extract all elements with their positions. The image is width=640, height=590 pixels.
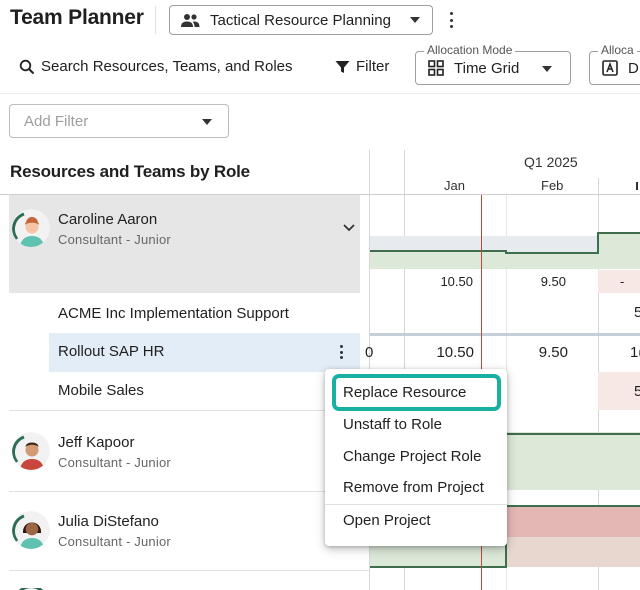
more-vert-icon[interactable] xyxy=(448,12,454,28)
allocation-unit-select[interactable]: Alloca D xyxy=(589,43,640,85)
allocation-mode-select[interactable]: Allocation Mode Time Grid xyxy=(415,43,571,85)
menu-highlight-outline xyxy=(332,374,501,411)
add-filter-select[interactable]: Add Filter xyxy=(9,104,229,138)
project-group-divider xyxy=(370,333,640,336)
resource-role: Consultant - Junior xyxy=(58,455,171,470)
capacity-band xyxy=(370,252,640,269)
resources-panel-title: Resources and Teams by Role xyxy=(10,162,250,181)
filter-button[interactable]: Filter xyxy=(335,58,389,75)
quarter-label: Q1 2025 xyxy=(524,154,578,170)
month-label-jan: Jan xyxy=(444,178,465,193)
menu-item-unstaff-to-role[interactable]: Unstaff to Role xyxy=(343,416,442,433)
search-button[interactable]: Search Resources, Teams, and Roles xyxy=(19,58,293,75)
over-allocation-cell xyxy=(598,270,640,293)
menu-divider xyxy=(325,504,507,505)
row-divider xyxy=(9,410,370,411)
acme-value-mar: 5 xyxy=(634,304,640,321)
grid-header-divider xyxy=(0,194,640,195)
rollout-value-jan: 10.50 xyxy=(436,344,474,361)
more-vert-icon[interactable] xyxy=(338,345,344,359)
project-rollout-sap-hr[interactable]: Rollout SAP HR xyxy=(58,343,165,360)
search-label: Search Resources, Teams, and Roles xyxy=(41,58,293,75)
month-label-feb: Feb xyxy=(541,178,564,193)
over-allocation-band xyxy=(506,506,640,538)
menu-item-remove-from-project[interactable]: Remove from Project xyxy=(343,479,484,496)
filter-label: Filter xyxy=(356,58,390,75)
capacity-line xyxy=(500,433,640,436)
grid-view-icon xyxy=(428,60,444,76)
rollout-value-prev: 0 xyxy=(365,344,374,361)
availability-band xyxy=(370,236,598,252)
avatar xyxy=(12,432,50,470)
project-acme[interactable]: ACME Inc Implementation Support xyxy=(58,305,289,322)
view-select-label: Tactical Resource Planning xyxy=(210,11,391,29)
people-icon xyxy=(181,14,200,27)
resource-name: Caroline Aaron xyxy=(58,211,158,228)
allocation-unit-label: Alloca xyxy=(598,43,637,57)
menu-item-replace-resource[interactable]: Replace Resource xyxy=(343,384,467,401)
chevron-down-icon[interactable] xyxy=(343,224,355,232)
chevron-down-icon xyxy=(542,66,552,72)
filter-icon xyxy=(335,60,350,73)
allocation-mode-value: Time Grid xyxy=(454,59,520,77)
capacity-band xyxy=(506,432,640,490)
title-divider xyxy=(155,6,156,34)
menu-item-open-project[interactable]: Open Project xyxy=(343,512,431,529)
resource-name: Jeff Kapoor xyxy=(58,434,135,451)
rollout-value-feb: 9.50 xyxy=(538,344,568,361)
allocation-total-mar: - xyxy=(620,274,625,289)
avatar xyxy=(12,511,50,549)
project-row-rollout-selected[interactable] xyxy=(49,333,360,372)
mobile-value-mar: 5 xyxy=(634,383,640,400)
view-select[interactable]: Tactical Resource Planning xyxy=(169,5,433,35)
chevron-down-icon xyxy=(410,17,420,23)
resource-name: Julia DiStefano xyxy=(58,513,159,530)
app-title: Team Planner xyxy=(10,6,144,29)
allocation-total-jan: 10.50 xyxy=(440,274,473,289)
add-filter-placeholder: Add Filter xyxy=(24,112,89,130)
rollout-value-mar: 1( xyxy=(630,344,640,361)
letter-a-box-icon xyxy=(602,60,618,76)
row-divider xyxy=(9,491,370,492)
resource-role: Consultant - Junior xyxy=(58,232,171,247)
resource-role: Consultant - Junior xyxy=(58,534,171,549)
chevron-down-icon xyxy=(202,119,212,125)
avatar xyxy=(12,209,50,247)
project-mobile-sales[interactable]: Mobile Sales xyxy=(58,382,144,399)
over-allocation-cell xyxy=(598,372,640,410)
capacity-line xyxy=(370,232,640,254)
over-allocation-band xyxy=(506,537,640,567)
avatar xyxy=(14,585,48,590)
project-context-menu: Replace Resource Unstaff to Role Change … xyxy=(325,369,507,546)
resource-row-caroline-aaron[interactable] xyxy=(9,195,360,293)
allocation-total-feb: 9.50 xyxy=(540,274,566,289)
capacity-band xyxy=(598,233,640,252)
search-icon xyxy=(19,59,35,74)
row-divider xyxy=(9,570,370,571)
allocation-unit-value: D xyxy=(628,59,639,77)
menu-item-change-project-role[interactable]: Change Project Role xyxy=(343,448,482,465)
toolbar-divider xyxy=(0,93,640,94)
allocation-mode-label: Allocation Mode xyxy=(424,43,516,57)
month-label-tick xyxy=(636,182,638,190)
